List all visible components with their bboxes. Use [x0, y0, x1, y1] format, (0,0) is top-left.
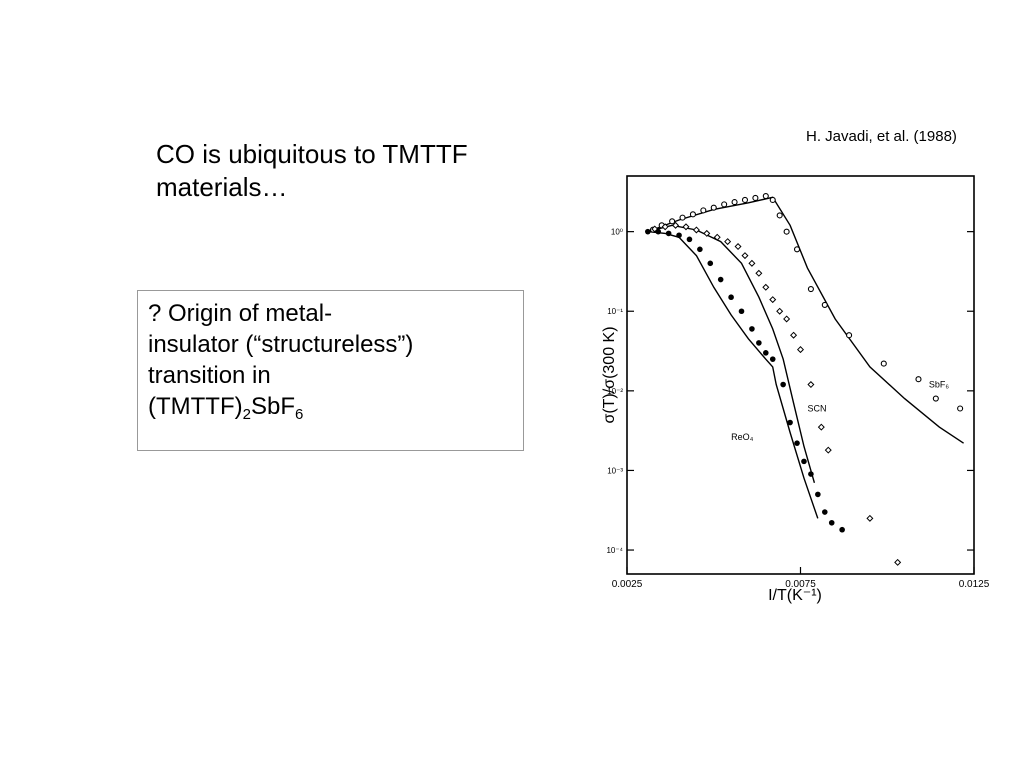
formula-part: (TMTTF): [148, 393, 243, 420]
data-point: [866, 514, 874, 522]
data-point: [815, 491, 821, 498]
formula-subscript: 2: [242, 406, 251, 423]
question-line-2: insulator (“structureless”): [148, 331, 414, 358]
data-point: [817, 423, 825, 431]
data-point: [783, 228, 790, 235]
data-point: [651, 225, 659, 233]
x-tick-label: 0.0075: [785, 579, 816, 590]
formula-subscript: 6: [294, 406, 304, 423]
question-formula: (TMTTF)2SbF6: [148, 391, 516, 422]
data-point: [748, 259, 756, 267]
data-point: [932, 395, 939, 402]
data-point: [717, 276, 724, 283]
data-point: [731, 199, 738, 206]
data-point: [776, 212, 783, 219]
y-tick-label: 10⁻²: [607, 387, 623, 396]
data-point: [672, 221, 680, 229]
x-tick-label: 0.0025: [612, 579, 643, 590]
data-point: [824, 446, 832, 454]
citation: H. Javadi, et al. (1988): [806, 128, 957, 145]
data-point: [787, 419, 793, 426]
data-point: [880, 360, 887, 367]
data-point: [682, 223, 690, 231]
data-point: [755, 269, 763, 277]
question-line-1: ? Origin of metal-: [148, 300, 333, 327]
y-tick-label: 10⁻⁴: [606, 546, 623, 555]
data-point: [738, 308, 745, 315]
fit-curve: [647, 224, 816, 483]
curve-label: SbF₆: [929, 380, 950, 390]
data-point: [796, 346, 805, 354]
data-point: [821, 301, 828, 308]
data-point: [734, 243, 742, 251]
slide-headline: CO is ubiquitous to TMTTF materials…: [156, 139, 468, 202]
y-tick-label: 10⁻¹: [607, 307, 623, 316]
curve-label: SCN: [807, 404, 826, 414]
y-tick-label: 10⁻³: [607, 466, 623, 475]
data-point: [828, 519, 835, 526]
data-point: [741, 196, 749, 204]
conductivity-chart: 10⁰ 10⁻¹ 10⁻² 10⁻³ 10⁻⁴ 0.0025 0.0075 0.0125 SbF…: [601, 175, 990, 604]
data-point: [710, 204, 717, 211]
data-point: [752, 194, 759, 201]
curve-label: ReO₄: [731, 432, 754, 442]
data-point: [769, 296, 777, 304]
data-point: [894, 558, 902, 566]
data-point: [721, 201, 728, 208]
data-point: [645, 228, 651, 235]
data-point: [665, 230, 672, 237]
data-point: [703, 229, 711, 237]
data-point: [741, 252, 749, 260]
data-point: [749, 326, 755, 332]
data-point: [707, 260, 714, 267]
data-point: [780, 381, 786, 388]
data-point: [794, 440, 800, 446]
data-point: [679, 214, 686, 221]
data-point: [839, 526, 845, 533]
data-point: [762, 283, 770, 291]
fit-curve: [647, 196, 964, 444]
x-axis-label: I/T(K⁻¹): [768, 587, 822, 604]
data-point: [686, 236, 693, 243]
data-point: [821, 509, 828, 515]
fit-curve: [647, 230, 819, 519]
data-point: [769, 356, 776, 362]
data-point: [801, 458, 807, 465]
data-point: [793, 246, 801, 253]
data-point: [776, 307, 784, 315]
data-point: [661, 223, 669, 231]
y-axis-label: σ(T)/σ(300 K): [601, 326, 618, 423]
data-point: [808, 471, 814, 477]
data-point: [915, 376, 922, 383]
data-point: [676, 232, 682, 239]
data-point: [655, 228, 662, 235]
formula-part: SbF: [250, 393, 295, 420]
data-point: [763, 350, 769, 356]
data-point: [769, 196, 776, 204]
data-point: [762, 192, 769, 200]
data-point: [700, 207, 707, 214]
data-point: [713, 233, 721, 241]
data-point: [669, 218, 676, 225]
data-point: [728, 294, 734, 301]
data-point: [957, 405, 964, 412]
data-point: [724, 238, 732, 246]
data-point: [807, 381, 815, 389]
data-point: [689, 211, 696, 218]
data-point: [783, 315, 791, 323]
y-tick-label: 10⁰: [611, 228, 623, 237]
data-point: [846, 332, 853, 339]
data-point: [807, 285, 814, 293]
data-point: [697, 246, 703, 253]
data-point: [790, 331, 798, 339]
x-tick-label: 0.0125: [959, 579, 990, 590]
data-point: [756, 340, 762, 346]
question-line-3: transition in: [148, 362, 271, 389]
question-box: ? Origin of metal- insulator (“structure…: [137, 290, 524, 451]
data-point: [692, 226, 700, 234]
